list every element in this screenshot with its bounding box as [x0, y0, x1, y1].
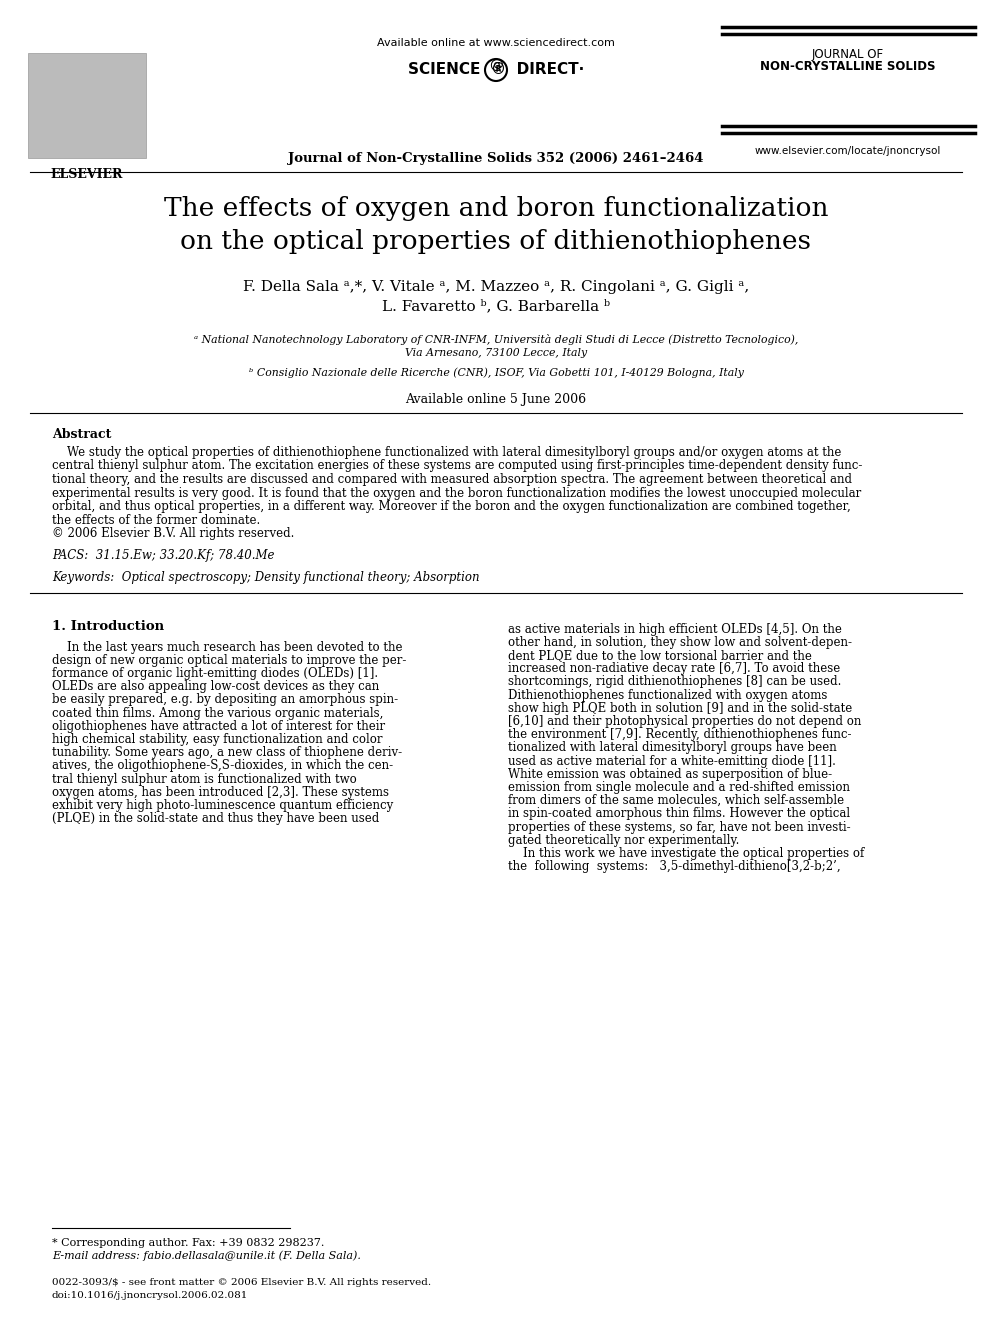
Text: from dimers of the same molecules, which self-assemble: from dimers of the same molecules, which…: [508, 794, 844, 807]
Text: in spin-coated amorphous thin films. However the optical: in spin-coated amorphous thin films. How…: [508, 807, 850, 820]
Text: gated theoretically nor experimentally.: gated theoretically nor experimentally.: [508, 833, 739, 847]
Text: exhibit very high photo-luminescence quantum efficiency: exhibit very high photo-luminescence qua…: [52, 799, 393, 812]
FancyBboxPatch shape: [28, 53, 146, 157]
Text: ᵇ Consiglio Nazionale delle Ricerche (CNR), ISOF, Via Gobetti 101, I-40129 Bolog: ᵇ Consiglio Nazionale delle Ricerche (CN…: [249, 366, 743, 377]
Text: increased non-radiative decay rate [6,7]. To avoid these: increased non-radiative decay rate [6,7]…: [508, 662, 840, 675]
Text: central thienyl sulphur atom. The excitation energies of these systems are compu: central thienyl sulphur atom. The excita…: [52, 459, 862, 472]
Text: show high PLQE both in solution [9] and in the solid-state: show high PLQE both in solution [9] and …: [508, 701, 852, 714]
Text: formance of organic light-emitting diodes (OLEDs) [1].: formance of organic light-emitting diode…: [52, 667, 378, 680]
Text: F. Della Sala ᵃ,*, V. Vitale ᵃ, M. Mazzeo ᵃ, R. Cingolani ᵃ, G. Gigli ᵃ,
L. Fava: F. Della Sala ᵃ,*, V. Vitale ᵃ, M. Mazze…: [243, 280, 749, 314]
Text: shortcomings, rigid dithienothiophenes [8] can be used.: shortcomings, rigid dithienothiophenes […: [508, 675, 841, 688]
Text: NON-CRYSTALLINE SOLIDS: NON-CRYSTALLINE SOLIDS: [760, 60, 935, 73]
Text: properties of these systems, so far, have not been investi-: properties of these systems, so far, hav…: [508, 820, 850, 833]
Text: In the last years much research has been devoted to the: In the last years much research has been…: [52, 640, 403, 654]
Text: tional theory, and the results are discussed and compared with measured absorpti: tional theory, and the results are discu…: [52, 474, 852, 486]
Text: dent PLQE due to the low torsional barrier and the: dent PLQE due to the low torsional barri…: [508, 648, 811, 662]
Text: © 2006 Elsevier B.V. All rights reserved.: © 2006 Elsevier B.V. All rights reserved…: [52, 527, 295, 540]
Text: E-mail address: fabio.dellasala@unile.it (F. Della Sala).: E-mail address: fabio.dellasala@unile.it…: [52, 1250, 361, 1261]
Text: We study the optical properties of dithienothiophene functionalized with lateral: We study the optical properties of dithi…: [52, 446, 841, 459]
Text: coated thin films. Among the various organic materials,: coated thin films. Among the various org…: [52, 706, 383, 720]
Text: doi:10.1016/j.jnoncrysol.2006.02.081: doi:10.1016/j.jnoncrysol.2006.02.081: [52, 1291, 248, 1301]
Text: OLEDs are also appealing low-cost devices as they can: OLEDs are also appealing low-cost device…: [52, 680, 379, 693]
Text: Available online at www.sciencedirect.com: Available online at www.sciencedirect.co…: [377, 38, 615, 48]
Text: tunability. Some years ago, a new class of thiophene deriv-: tunability. Some years ago, a new class …: [52, 746, 402, 759]
Text: be easily prepared, e.g. by depositing an amorphous spin-: be easily prepared, e.g. by depositing a…: [52, 693, 398, 706]
Text: the effects of the former dominate.: the effects of the former dominate.: [52, 513, 260, 527]
Text: Abstract: Abstract: [52, 429, 111, 441]
Text: orbital, and thus optical properties, in a different way. Moreover if the boron : orbital, and thus optical properties, in…: [52, 500, 851, 513]
Text: 0022-3093/$ - see front matter © 2006 Elsevier B.V. All rights reserved.: 0022-3093/$ - see front matter © 2006 El…: [52, 1278, 432, 1287]
Text: atives, the oligothiophene-S,S-dioxides, in which the cen-: atives, the oligothiophene-S,S-dioxides,…: [52, 759, 393, 773]
Text: experimental results is very good. It is found that the oxygen and the boron fun: experimental results is very good. It is…: [52, 487, 861, 500]
Text: [6,10] and their photophysical properties do not depend on: [6,10] and their photophysical propertie…: [508, 714, 861, 728]
Text: Available online 5 June 2006: Available online 5 June 2006: [406, 393, 586, 406]
Text: @: @: [489, 60, 503, 73]
Text: oligothiophenes have attracted a lot of interest for their: oligothiophenes have attracted a lot of …: [52, 720, 385, 733]
Text: (PLQE) in the solid-state and thus they have been used: (PLQE) in the solid-state and thus they …: [52, 812, 379, 826]
Text: SCIENCE  ®  DIRECT·: SCIENCE ® DIRECT·: [408, 62, 584, 77]
Text: other hand, in solution, they show low and solvent-depen-: other hand, in solution, they show low a…: [508, 635, 852, 648]
Text: ᵃ National Nanotechnology Laboratory of CNR-INFM, Università degli Studi di Lecc: ᵃ National Nanotechnology Laboratory of …: [193, 333, 799, 359]
Text: the environment [7,9]. Recently, dithienothiophenes func-: the environment [7,9]. Recently, dithien…: [508, 728, 851, 741]
Text: design of new organic optical materials to improve the per-: design of new organic optical materials …: [52, 654, 407, 667]
Text: JOURNAL OF: JOURNAL OF: [811, 48, 884, 61]
Text: ELSEVIER: ELSEVIER: [51, 168, 123, 181]
Text: emission from single molecule and a red-shifted emission: emission from single molecule and a red-…: [508, 781, 850, 794]
Text: tionalized with lateral dimesitylboryl groups have been: tionalized with lateral dimesitylboryl g…: [508, 741, 836, 754]
Text: oxygen atoms, has been introduced [2,3]. These systems: oxygen atoms, has been introduced [2,3].…: [52, 786, 389, 799]
Text: www.elsevier.com/locate/jnoncrysol: www.elsevier.com/locate/jnoncrysol: [755, 146, 941, 156]
Text: tral thienyl sulphur atom is functionalized with two: tral thienyl sulphur atom is functionali…: [52, 773, 357, 786]
Text: Keywords:  Optical spectroscopy; Density functional theory; Absorption: Keywords: Optical spectroscopy; Density …: [52, 570, 479, 583]
Text: the  following  systems:   3,5-dimethyl-dithieno[3,2-b;2’,: the following systems: 3,5-dimethyl-dith…: [508, 860, 840, 873]
Text: White emission was obtained as superposition of blue-: White emission was obtained as superposi…: [508, 767, 832, 781]
Text: In this work we have investigate the optical properties of: In this work we have investigate the opt…: [508, 847, 864, 860]
Text: PACS:  31.15.Ew; 33.20.Kf; 78.40.Me: PACS: 31.15.Ew; 33.20.Kf; 78.40.Me: [52, 549, 275, 561]
Text: 1. Introduction: 1. Introduction: [52, 620, 164, 634]
Text: * Corresponding author. Fax: +39 0832 298237.: * Corresponding author. Fax: +39 0832 29…: [52, 1238, 324, 1248]
Text: used as active material for a white-emitting diode [11].: used as active material for a white-emit…: [508, 754, 836, 767]
Text: as active materials in high efficient OLEDs [4,5]. On the: as active materials in high efficient OL…: [508, 623, 842, 635]
Text: high chemical stability, easy functionalization and color: high chemical stability, easy functional…: [52, 733, 383, 746]
Text: Journal of Non-Crystalline Solids 352 (2006) 2461–2464: Journal of Non-Crystalline Solids 352 (2…: [289, 152, 703, 165]
Text: The effects of oxygen and boron functionalization
on the optical properties of d: The effects of oxygen and boron function…: [164, 196, 828, 254]
Text: Dithienothiophenes functionalized with oxygen atoms: Dithienothiophenes functionalized with o…: [508, 688, 827, 701]
